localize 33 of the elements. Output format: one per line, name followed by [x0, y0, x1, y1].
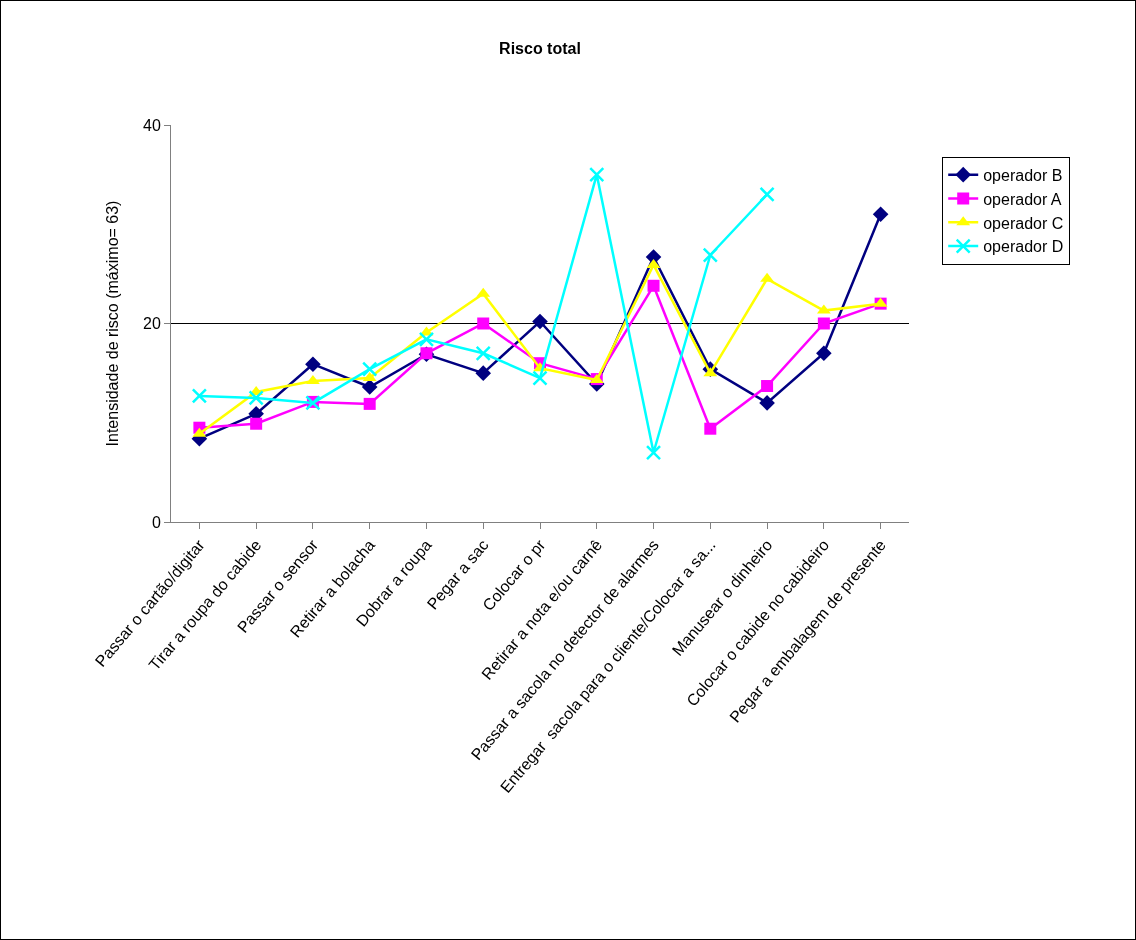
- point: [532, 313, 548, 330]
- point: [704, 422, 717, 435]
- point: [477, 317, 490, 330]
- point: [248, 390, 264, 406]
- point: [305, 356, 321, 372]
- point: [250, 417, 263, 430]
- y-tick-label: 0: [151, 513, 161, 531]
- point: [361, 379, 378, 395]
- point: [647, 279, 660, 292]
- y-axis-title: Intensidade de risco (máximo= 63): [103, 200, 121, 447]
- y-tick-label: 40: [143, 116, 161, 134]
- point: [816, 345, 832, 362]
- point: [759, 395, 775, 411]
- legend-label: operador C: [983, 214, 1064, 232]
- point: [817, 317, 830, 330]
- point: [761, 380, 774, 393]
- chart-title: Risco total: [499, 40, 581, 58]
- point: [361, 361, 378, 377]
- point: [702, 247, 719, 263]
- y-tick-label: 20: [143, 315, 161, 333]
- legend-label: operador D: [983, 238, 1064, 256]
- point: [418, 331, 435, 348]
- point: [872, 206, 889, 223]
- point: [475, 365, 492, 381]
- legend-label: operador A: [983, 190, 1062, 208]
- point: [759, 186, 775, 203]
- point: [475, 345, 491, 362]
- point: [589, 166, 605, 183]
- point: [363, 397, 376, 410]
- point: [645, 444, 662, 461]
- legend-label: operador B: [983, 166, 1063, 184]
- point: [532, 370, 548, 386]
- point: [191, 388, 208, 404]
